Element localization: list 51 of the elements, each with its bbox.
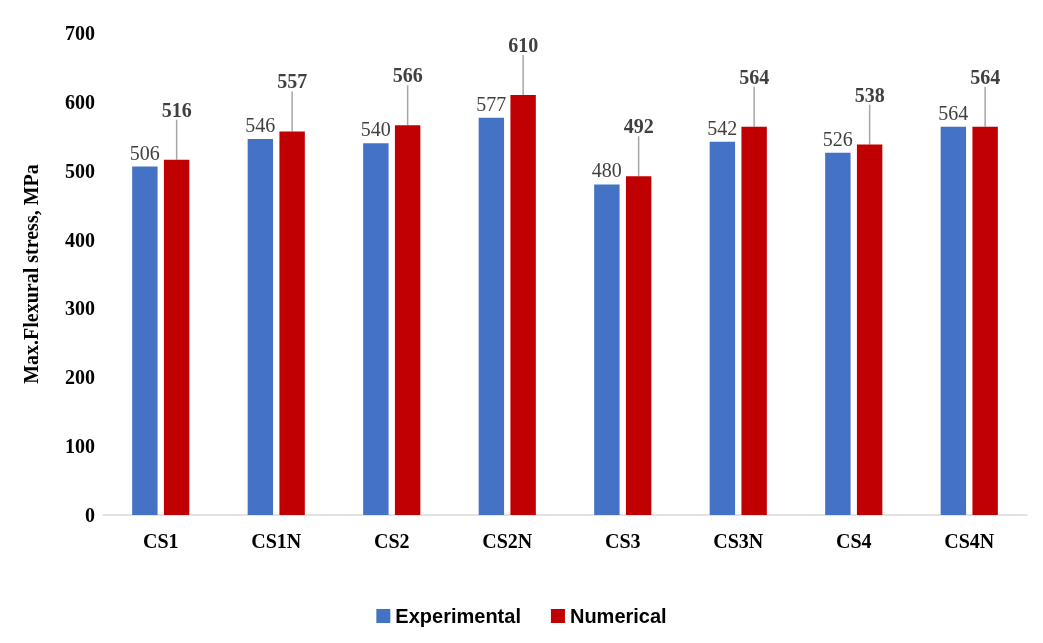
data-label: 564 (739, 65, 770, 88)
data-label: 557 (277, 70, 308, 93)
legend-label: Experimental (395, 605, 521, 627)
data-label: 542 (707, 116, 738, 139)
data-label: 564 (938, 101, 969, 124)
data-label: 546 (245, 114, 276, 137)
y-tick-label: 400 (65, 228, 95, 251)
data-label: 610 (508, 33, 539, 56)
y-axis-title: Max.Flexural stress, MPa (20, 164, 42, 384)
bar (940, 126, 967, 515)
data-label: 538 (854, 83, 885, 106)
bar (247, 139, 274, 515)
y-tick-label: 700 (65, 22, 95, 44)
bar (741, 126, 767, 515)
bar (279, 131, 305, 515)
x-tick-label: CS3 (604, 530, 641, 552)
x-tick-label: CS1N (251, 530, 302, 552)
y-tick-label: 500 (65, 159, 95, 182)
y-tick-label: 0 (85, 504, 95, 526)
x-tick-label: CS4 (835, 530, 872, 552)
bar (478, 117, 505, 515)
x-tick-label: CS2N (482, 530, 533, 552)
bar (825, 152, 851, 515)
x-tick-label: CS1 (142, 530, 179, 552)
bar (132, 166, 158, 515)
data-label: 516 (161, 98, 192, 121)
data-label: 506 (129, 141, 160, 164)
bar (510, 94, 536, 515)
bar (394, 125, 421, 515)
x-tick-label: CS3N (713, 530, 764, 552)
bar (163, 159, 190, 515)
legend-label: Numerical (569, 605, 667, 627)
data-label: 577 (476, 92, 507, 115)
x-tick-label: CS2 (373, 530, 410, 552)
x-tick-label: CS4N (944, 530, 995, 552)
data-label: 526 (822, 127, 853, 150)
data-label: 480 (591, 159, 622, 182)
bar (363, 143, 389, 515)
bar (625, 176, 652, 515)
data-label: 564 (970, 65, 1001, 88)
y-tick-label: 200 (65, 366, 95, 389)
bar (709, 141, 736, 515)
data-label: 540 (360, 118, 391, 141)
y-tick-label: 100 (65, 435, 95, 458)
y-tick-label: 300 (65, 297, 95, 320)
data-label: 566 (392, 64, 423, 87)
y-tick-label: 600 (65, 90, 95, 113)
bar (594, 184, 620, 515)
bar (856, 144, 883, 515)
data-label: 492 (623, 115, 654, 138)
bar (972, 126, 998, 515)
